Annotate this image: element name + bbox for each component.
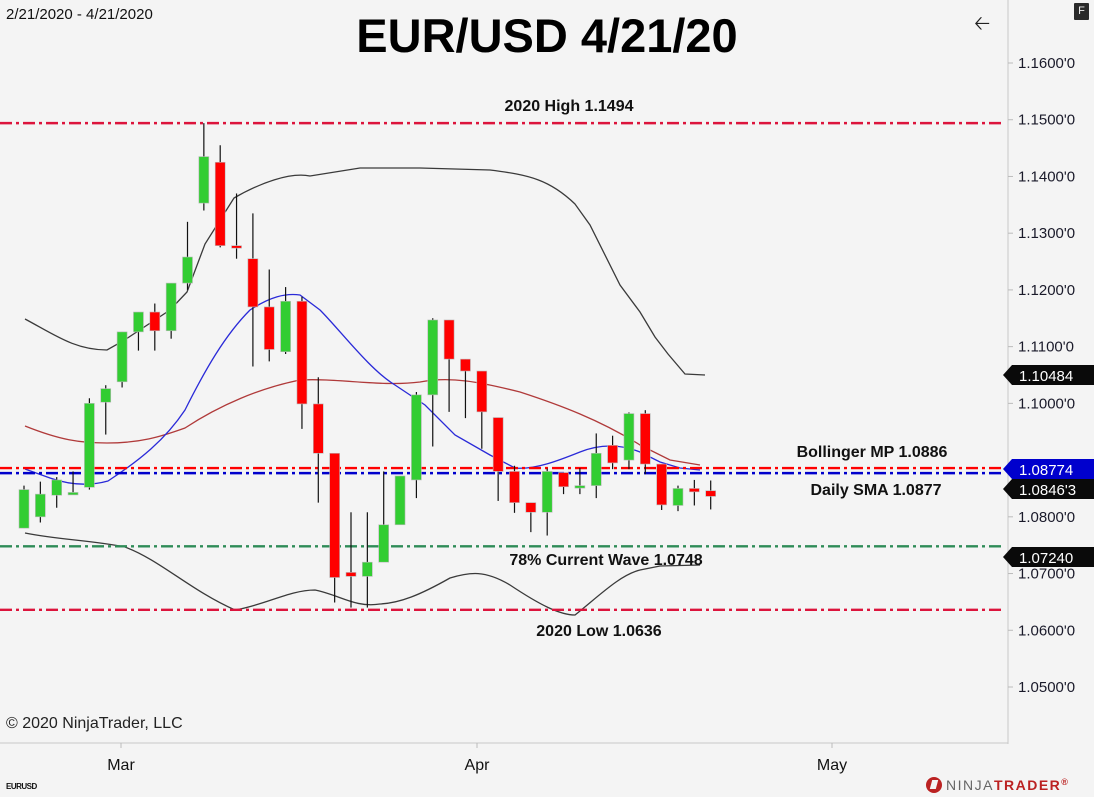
down-candle <box>329 452 340 578</box>
up-candle <box>116 331 128 383</box>
level-annotations: 2020 High 1.1494 Bollinger MP 1.0886 Daily… <box>505 98 948 640</box>
price-tag <box>1003 547 1094 567</box>
copyright-text: © 2020 NinjaTrader, LLC <box>6 715 183 732</box>
up-candle <box>672 488 684 506</box>
down-candle <box>263 306 275 350</box>
ninjatrader-logo: NINJATRADER® <box>926 777 1069 793</box>
down-candle <box>296 300 308 405</box>
bollinger-lower-line <box>24 532 701 616</box>
up-candle <box>541 471 553 513</box>
up-candle <box>67 492 79 496</box>
up-candle <box>51 479 63 496</box>
price-tag <box>1003 459 1094 479</box>
instrument-label: EURUSD <box>6 782 37 791</box>
down-candle <box>705 490 717 497</box>
down-candle <box>509 471 520 503</box>
x-tick-label: Mar <box>107 757 135 774</box>
up-candle <box>394 475 406 526</box>
price-tag-label: 1.0846'3 <box>1019 482 1076 499</box>
up-candle <box>35 493 46 518</box>
down-candle <box>656 463 667 506</box>
price-tag-label: 1.10484 <box>1019 368 1073 385</box>
down-candle <box>443 319 455 360</box>
price-tag <box>1003 479 1094 499</box>
up-candle <box>100 388 112 403</box>
x-tick-label: Apr <box>465 757 491 774</box>
y-tick-label: 1.0600'0 <box>1018 622 1075 639</box>
up-candle <box>574 485 586 489</box>
up-candle <box>411 394 422 481</box>
bollinger-middle-line <box>24 378 701 466</box>
down-candle <box>639 413 651 465</box>
price-tag-label: 1.07240 <box>1019 550 1073 567</box>
up-candle <box>590 452 602 486</box>
up-candle <box>182 256 193 284</box>
chevron-left-icon[interactable]: 🡠 <box>974 13 991 35</box>
candles <box>18 123 717 608</box>
down-candle <box>345 572 357 577</box>
x-tick-label: May <box>817 757 847 774</box>
bollinger-upper-line <box>24 167 706 376</box>
date-range-label: 2/21/2020 - 4/21/2020 <box>6 6 153 23</box>
down-candle <box>607 445 618 464</box>
up-candle <box>84 403 95 488</box>
f-button[interactable]: F <box>1074 3 1089 20</box>
up-candle <box>280 300 291 353</box>
sma-line <box>24 293 701 485</box>
up-candle <box>623 413 635 461</box>
level-annotation: 78% Current Wave 1.0748 <box>509 552 702 569</box>
up-candle <box>18 489 30 529</box>
down-candle <box>231 245 242 249</box>
down-candle <box>476 370 488 413</box>
level-lines <box>0 121 1003 612</box>
chart-title: EUR/USD 4/21/20 <box>356 9 738 62</box>
y-tick-label: 1.1400'0 <box>1018 168 1075 185</box>
level-annotation: 2020 Low 1.0636 <box>536 623 662 640</box>
y-tick-label: 1.1000'0 <box>1018 395 1075 412</box>
down-candle <box>558 472 569 488</box>
level-annotation: Bollinger MP 1.0886 <box>797 444 948 461</box>
bollinger-bands <box>24 167 706 616</box>
down-candle <box>149 311 161 332</box>
down-candle <box>214 161 226 246</box>
level-annotation: 2020 High 1.1494 <box>505 98 634 115</box>
down-candle <box>525 502 537 513</box>
up-candle <box>378 524 390 563</box>
y-tick-label: 1.1600'0 <box>1018 55 1075 72</box>
level-annotation: Daily SMA 1.0877 <box>810 482 941 499</box>
down-candle <box>312 403 324 454</box>
y-tick-label: 1.0500'0 <box>1018 679 1075 696</box>
down-candle <box>460 358 471 372</box>
price-tag <box>1003 365 1094 385</box>
y-tick-label: 1.1300'0 <box>1018 225 1075 242</box>
y-tick-label: 1.1500'0 <box>1018 112 1075 129</box>
down-candle <box>689 488 700 493</box>
up-candle <box>165 282 177 332</box>
price-tag-label: 1.08774 <box>1019 462 1073 479</box>
y-tick-label: 1.1200'0 <box>1018 282 1075 299</box>
up-candle <box>427 319 439 396</box>
y-tick-label: 1.0800'0 <box>1018 509 1075 526</box>
y-tick-label: 1.1100'0 <box>1018 339 1074 356</box>
up-candle <box>198 156 210 204</box>
up-candle <box>133 311 144 333</box>
up-candle <box>362 561 373 577</box>
x-axis-ticks: Mar Apr May <box>107 743 847 774</box>
down-candle <box>247 258 259 308</box>
price-tags: 1.10484 1.08774 1.0846'3 1.07240 <box>1003 365 1094 567</box>
y-tick-label: 1.0700'0 <box>1018 566 1075 583</box>
down-candle <box>492 417 504 472</box>
y-axis-ticks: 1.1600'0 1.1500'0 1.1400'0 1.1300'0 1.1200'0… <box>1008 55 1075 696</box>
ninja-logo-icon <box>926 777 942 793</box>
